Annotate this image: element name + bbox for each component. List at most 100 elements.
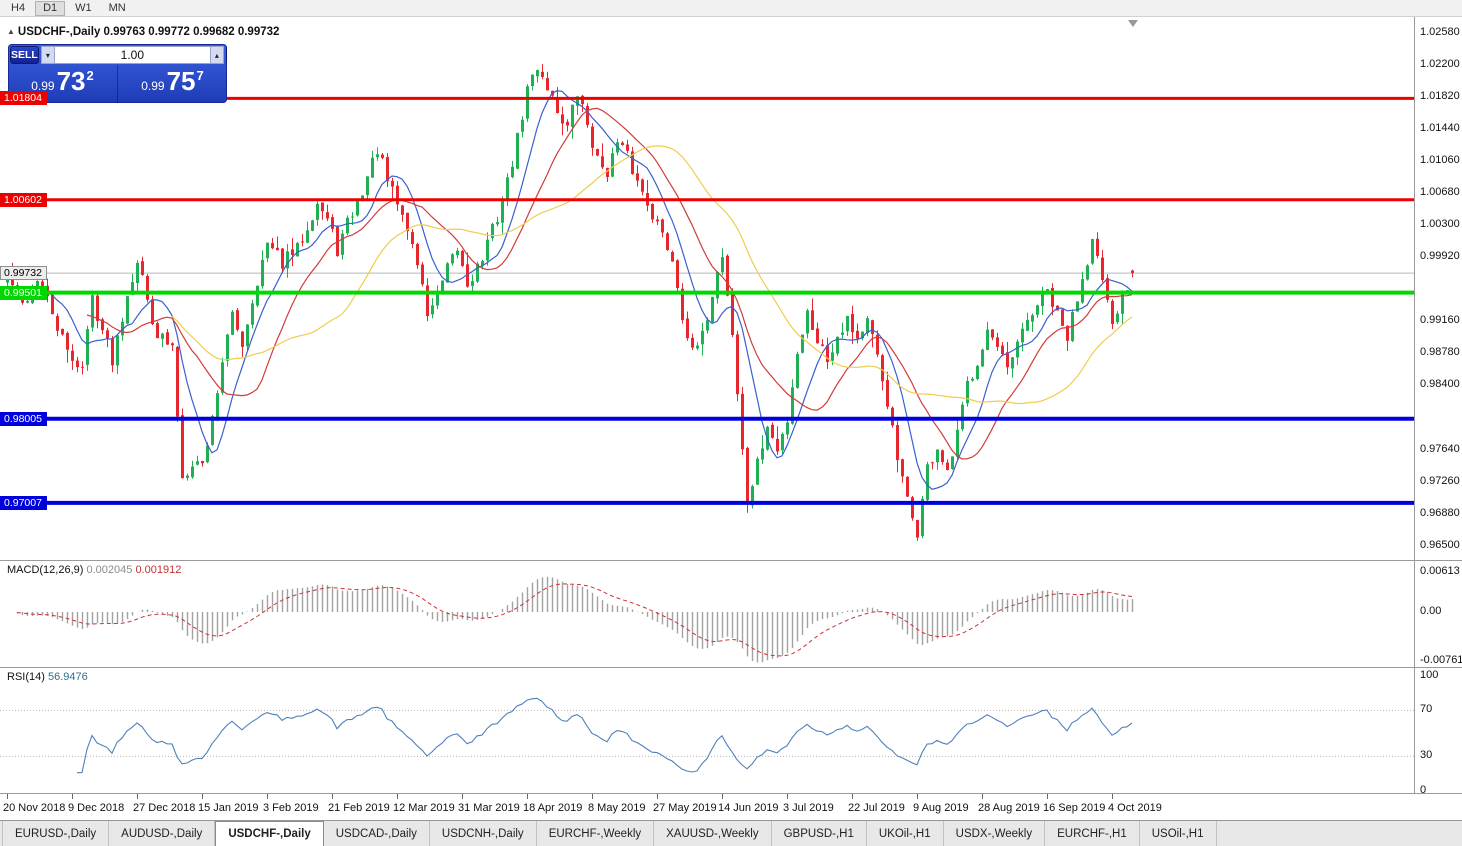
rsi-axis-label: 30: [1420, 749, 1433, 762]
sell-price[interactable]: 0.99732: [8, 65, 117, 103]
trade-panel-prices: 0.99732 0.99757: [8, 65, 227, 103]
macd-label: MACD(12,26,9) 0.002045 0.001912: [7, 564, 181, 576]
volume-input[interactable]: [54, 46, 210, 64]
hline-price-badge: 1.00602: [0, 192, 47, 207]
timeframe-mn[interactable]: MN: [108, 1, 126, 14]
timeframe-toolbar: H4 D1 W1 MN: [0, 0, 1462, 17]
date-axis-label: 20 Nov 2018: [3, 802, 66, 814]
date-axis-label: 8 May 2019: [588, 802, 646, 814]
frame-layer: [0, 17, 1462, 799]
chart-tab-usdcnh-daily[interactable]: USDCNH-,Daily: [430, 821, 537, 846]
bid-price-badge: 0.99732: [0, 266, 47, 281]
date-axis-label: 21 Feb 2019: [328, 802, 390, 814]
date-axis-label: 27 May 2019: [653, 802, 717, 814]
rsi-axis-label: 70: [1420, 703, 1433, 716]
price-axis-label: 0.97260: [1420, 474, 1460, 487]
hlines-layer[interactable]: [0, 96, 1414, 505]
chart-tab-usdx-weekly[interactable]: USDX-,Weekly: [944, 821, 1046, 846]
hline-price-badge: 0.97007: [0, 495, 47, 510]
price-axis-label: 1.00300: [1420, 218, 1460, 231]
buy-price-prefix: 0.99: [141, 79, 165, 93]
buy-button[interactable]: BUY: [225, 46, 227, 64]
rsi-axis-label: 0: [1420, 783, 1427, 796]
timeframe-d1[interactable]: D1: [35, 0, 66, 16]
chart-tab-ukoil-h1[interactable]: UKOil-,H1: [867, 821, 944, 846]
price-axis-label: 1.01820: [1420, 90, 1460, 103]
moving-averages-layer: [41, 90, 1133, 490]
sell-price-big: 73: [56, 66, 86, 96]
sell-price-sup: 2: [86, 68, 94, 83]
date-axis-label: 28 Aug 2019: [978, 802, 1040, 814]
sell-button[interactable]: SELL: [10, 46, 39, 64]
chart-tab-gbpusd-h1[interactable]: GBPUSD-,H1: [772, 821, 867, 846]
buy-price-big: 75: [166, 66, 196, 96]
date-axis-label: 31 Mar 2019: [458, 802, 520, 814]
chart-tab-eurchf-weekly[interactable]: EURCHF-,Weekly: [537, 821, 655, 846]
hline-price-badge: 0.99501: [0, 285, 47, 300]
candles-layer: [6, 64, 1134, 541]
price-axis-label: 0.97640: [1420, 442, 1460, 455]
chart-tab-usdcad-daily[interactable]: USDCAD-,Daily: [324, 821, 430, 846]
date-axis-label: 15 Jan 2019: [198, 802, 259, 814]
date-axis-label: 27 Dec 2018: [133, 802, 196, 814]
buy-price-sup: 7: [196, 68, 204, 83]
price-axis-label: 0.98780: [1420, 346, 1460, 359]
sell-price-prefix: 0.99: [31, 79, 55, 93]
price-axis-label: 1.01060: [1420, 154, 1460, 167]
date-axis-label: 4 Oct 2019: [1108, 802, 1162, 814]
date-axis-label: 12 Mar 2019: [393, 802, 455, 814]
date-axis-label: 22 Jul 2019: [848, 802, 905, 814]
chart-tab-usoil-h1[interactable]: USOil-,H1: [1140, 821, 1217, 846]
price-axis-label: 1.02200: [1420, 58, 1460, 71]
macd-axis-label: 0.00: [1420, 605, 1442, 617]
rsi-value: 56.9476: [47, 671, 88, 683]
chart-title: ▲ USDCHF-,Daily 0.99763 0.99772 0.99682 0…: [7, 26, 279, 38]
chart-tab-eurchf-h1[interactable]: EURCHF-,H1: [1045, 821, 1140, 846]
price-axis-label: 0.99160: [1420, 314, 1460, 327]
volume-stepper: ▾ ▴: [40, 46, 224, 64]
price-axis-label: 0.99920: [1420, 250, 1460, 263]
chart-tab-eurusd-daily[interactable]: EURUSD-,Daily: [2, 821, 110, 846]
price-axis-label: 1.01440: [1420, 122, 1460, 135]
chart-tab-audusd-daily[interactable]: AUDUSD-,Daily: [109, 821, 216, 846]
rsi-label: RSI(14) 56.9476: [7, 671, 88, 683]
macd-axis-label: 0.00613: [1420, 565, 1460, 578]
macd-main-value: 0.002045: [86, 564, 133, 576]
chart-tab-xauusd-weekly[interactable]: XAUUSD-,Weekly: [654, 821, 772, 846]
macd-layer: [16, 576, 1134, 663]
macd-signal-value: 0.001912: [135, 564, 182, 576]
macd-name: MACD(12,26,9): [7, 564, 84, 576]
date-axis-label: 18 Apr 2019: [523, 802, 583, 814]
trade-panel-controls: SELL ▾ ▴ BUY: [8, 44, 227, 65]
timeframe-h4[interactable]: H4: [11, 1, 26, 14]
chart-tab-bar: EURUSD-,Daily AUDUSD-,Daily USDCHF-,Daily U…: [0, 820, 1462, 846]
trade-panel-collapse-icon[interactable]: ▲: [7, 27, 15, 36]
chart-tab-usdchf-daily[interactable]: USDCHF-,Daily: [215, 821, 324, 846]
price-axis-label: 0.96500: [1420, 538, 1460, 551]
chart-area[interactable]: ▲ USDCHF-,Daily 0.99763 0.99772 0.99682 0…: [0, 17, 1462, 820]
price-axis-label: 1.00680: [1420, 186, 1460, 199]
volume-decrease-icon[interactable]: ▾: [40, 46, 55, 64]
chart-title-text: USDCHF-,Daily 0.99763 0.99772 0.99682 0.…: [17, 26, 280, 38]
price-axis-label: 0.98400: [1420, 378, 1460, 391]
buy-price[interactable]: 0.99757: [117, 65, 227, 103]
hline-price-badge: 1.01804: [0, 91, 47, 106]
date-axis-label: 14 Jun 2019: [718, 802, 779, 814]
price-axis-label: 0.96880: [1420, 506, 1460, 519]
date-axis-label: 16 Sep 2019: [1043, 802, 1106, 814]
price-chart-canvas: [0, 17, 1462, 799]
date-axis-label: 9 Dec 2018: [68, 802, 125, 814]
date-axis-label: 3 Jul 2019: [783, 802, 834, 814]
rsi-name: RSI(14): [7, 671, 45, 683]
macd-axis-label: -0.00761: [1420, 654, 1462, 667]
chart-shift-marker-icon[interactable]: [1128, 20, 1138, 27]
rsi-layer: [0, 697, 1414, 774]
rsi-axis-label: 100: [1420, 669, 1439, 681]
volume-increase-icon[interactable]: ▴: [209, 46, 224, 64]
timeframe-w1[interactable]: W1: [75, 1, 92, 14]
date-axis-label: 9 Aug 2019: [913, 802, 969, 814]
date-axis-label: 3 Feb 2019: [263, 802, 319, 814]
hline-price-badge: 0.98005: [0, 411, 47, 426]
price-axis-label: 1.02580: [1420, 26, 1460, 38]
